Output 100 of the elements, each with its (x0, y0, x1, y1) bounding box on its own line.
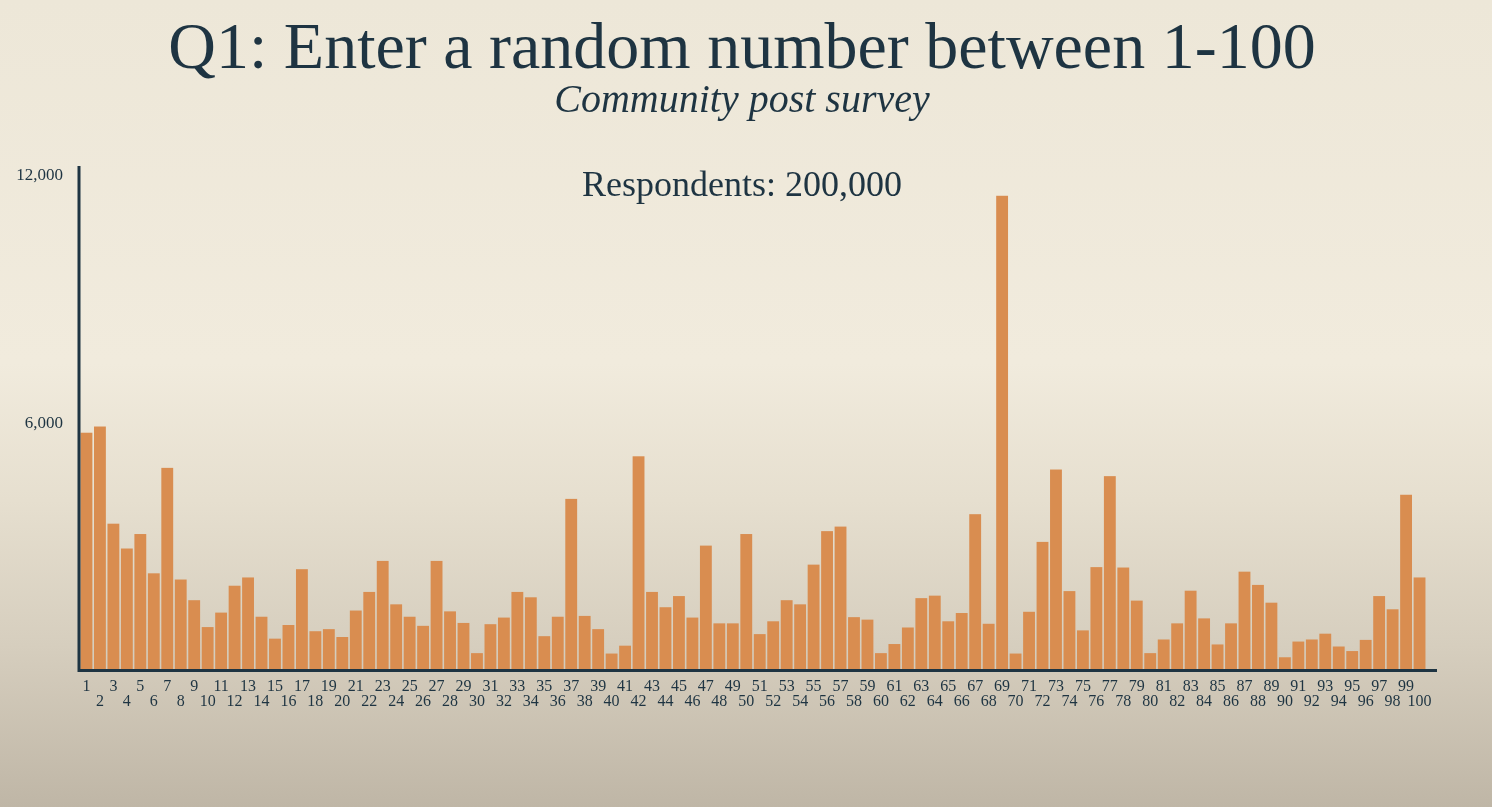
x-tick-label: 13 (240, 676, 257, 694)
bar (80, 432, 93, 671)
x-tick-label: 4 (122, 691, 131, 709)
x-tick-label: 74 (1061, 691, 1078, 709)
x-tick-label: 82 (1169, 691, 1186, 709)
x-tick-label: 83 (1182, 676, 1199, 694)
x-tick-label: 34 (522, 691, 539, 709)
x-tick-label: 89 (1263, 676, 1280, 694)
x-tick-label: 6 (149, 691, 158, 709)
x-tick-label: 16 (280, 691, 297, 709)
x-tick-label: 37 (563, 676, 580, 694)
x-tick-label: 5 (136, 676, 145, 694)
x-tick-label: 19 (320, 676, 337, 694)
x-tick-label: 9 (190, 676, 199, 694)
x-tick-label: 40 (603, 691, 620, 709)
x-tick-label: 76 (1088, 691, 1105, 709)
bar (444, 611, 456, 671)
x-tick-label: 95 (1344, 676, 1361, 694)
x-tick-label: 54 (792, 691, 809, 709)
x-tick-label: 28 (442, 691, 459, 709)
x-tick-label: 78 (1115, 691, 1132, 709)
x-tick-label: 73 (1047, 676, 1064, 694)
x-tick-label: 50 (738, 691, 755, 709)
x-tick-label: 96 (1357, 691, 1374, 709)
bar (1413, 577, 1426, 671)
annotation: Respondents: 200,000 (582, 164, 902, 204)
x-tick-label: 10 (199, 691, 216, 709)
x-tick-label: 57 (832, 676, 849, 694)
x-tick-label: 90 (1276, 691, 1293, 709)
x-tick-label: 56 (819, 691, 836, 709)
x-tick-label: 20 (334, 691, 351, 709)
x-tick-label: 86 (1223, 691, 1240, 709)
x-tick-label: 48 (711, 691, 728, 709)
x-tick-label: 85 (1209, 676, 1226, 694)
x-tick-label: 17 (293, 676, 310, 694)
x-tick-label: 3 (109, 676, 118, 694)
x-tick-label: 32 (495, 691, 512, 709)
x-tick-label: 64 (926, 691, 943, 709)
x-tick-label: 98 (1384, 691, 1401, 709)
x-tick-label: 81 (1155, 676, 1172, 694)
x-tick-label: 55 (805, 676, 822, 694)
x-tick-label: 7 (163, 676, 172, 694)
bar (848, 617, 860, 671)
x-tick-label: 1 (82, 676, 91, 694)
x-tick-label: 51 (751, 676, 768, 694)
x-tick-label: 66 (953, 691, 970, 709)
x-tick-label: 30 (468, 691, 485, 709)
x-tick-label: 46 (684, 691, 701, 709)
x-tick-label: 71 (1021, 676, 1038, 694)
x-tick-label: 49 (724, 676, 741, 694)
bar (646, 591, 658, 671)
x-tick-label: 60 (872, 691, 889, 709)
x-tick-label: 99 (1398, 676, 1415, 694)
bar (1036, 541, 1049, 671)
x-tick-label: 75 (1074, 676, 1091, 694)
x-tick-label: 58 (845, 691, 862, 709)
x-tick-label: 27 (428, 676, 445, 694)
bar (471, 653, 483, 671)
x-tick-label: 39 (590, 676, 607, 694)
bar (1225, 623, 1237, 671)
x-tick-label: 69 (994, 676, 1011, 694)
x-tick-label: 38 (576, 691, 593, 709)
x-tick-label: 36 (549, 691, 566, 709)
x-tick-label: 2 (95, 691, 104, 709)
x-tick-label: 35 (536, 676, 553, 694)
x-tick-label: 100 (1407, 691, 1432, 709)
x-tick-label: 92 (1303, 691, 1320, 709)
x-tick-label: 53 (778, 676, 795, 694)
x-tick-label: 41 (617, 676, 634, 694)
x-tick-label: 15 (266, 676, 283, 694)
x-tick-label: 97 (1371, 676, 1388, 694)
x-tick-label: 61 (886, 676, 903, 694)
x-tick-label: 84 (1196, 691, 1213, 709)
bar (632, 456, 645, 671)
bar (269, 638, 281, 671)
bar (1238, 571, 1251, 671)
x-tick-label: 21 (347, 676, 364, 694)
x-tick-label: 62 (899, 691, 916, 709)
x-tick-label: 70 (1007, 691, 1024, 709)
x-tick-label: 26 (415, 691, 432, 709)
x-tick-label: 94 (1330, 691, 1347, 709)
x-tick-label: 80 (1142, 691, 1159, 709)
x-tick-label: 31 (482, 676, 499, 694)
x-tick-label: 87 (1236, 676, 1253, 694)
bar (282, 625, 295, 671)
x-tick-label: 52 (765, 691, 782, 709)
x-tick-label: 72 (1034, 691, 1051, 709)
x-tick-label: 11 (213, 676, 229, 694)
y-tick-label: 6,000 (24, 413, 63, 433)
x-tick-label: 18 (307, 691, 324, 709)
x-tick-label: 77 (1101, 676, 1118, 694)
x-tick-label: 12 (226, 691, 243, 709)
x-tick-label: 88 (1249, 691, 1266, 709)
x-tick-label: 65 (940, 676, 957, 694)
x-tick-label: 44 (657, 691, 674, 709)
x-tick-label: 59 (859, 676, 876, 694)
x-tick-label: 63 (913, 676, 930, 694)
x-tick-label: 93 (1317, 676, 1334, 694)
x-tick-label: 33 (509, 676, 526, 694)
bar (1023, 611, 1035, 671)
